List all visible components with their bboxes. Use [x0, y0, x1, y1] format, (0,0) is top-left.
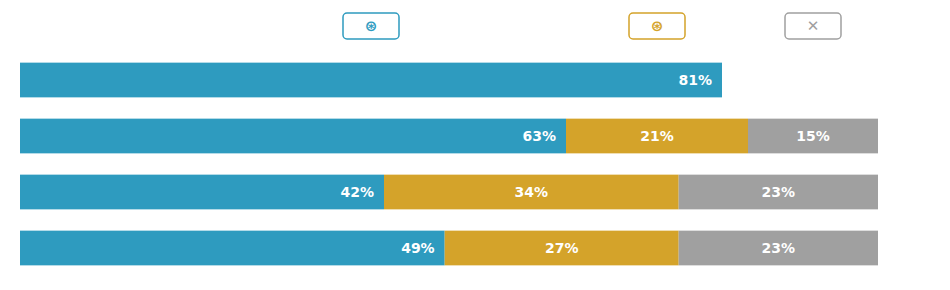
- icon-frame: [785, 13, 841, 39]
- bar-segment: [566, 119, 748, 154]
- bar-segment: [445, 231, 679, 266]
- icon-frame: [629, 13, 685, 39]
- bar-segment: [722, 63, 723, 98]
- data-label: 42%: [340, 184, 374, 200]
- bar-segment: [679, 231, 878, 266]
- bar-segment: [384, 175, 679, 210]
- data-label: 49%: [401, 240, 435, 256]
- icon: ✕: [807, 17, 820, 35]
- data-label: 23%: [762, 240, 796, 256]
- data-label: 15%: [796, 128, 830, 144]
- data-label: 23%: [762, 184, 796, 200]
- icon-frame: [343, 13, 399, 39]
- data-label: 63%: [522, 128, 556, 144]
- bars: [20, 63, 878, 266]
- bar-segment: [748, 119, 878, 154]
- icon: ⊛: [365, 17, 378, 35]
- icons: ⊛ ⊛ ✕: [343, 13, 841, 39]
- chart-container: 81% 63% 21% 15% 42% 34% 23% 49% 27% 23% ⊛ ⊛ ✕: [0, 0, 950, 290]
- data-labels: 81% 63% 21% 15% 42% 34% 23% 49% 27% 23%: [340, 72, 829, 256]
- bar-segment: [20, 119, 566, 154]
- data-label: 21%: [640, 128, 674, 144]
- bar-segment: [20, 231, 445, 266]
- bar-segment: [20, 175, 384, 210]
- bar-segment: [679, 175, 878, 210]
- data-label: 34%: [515, 184, 549, 200]
- data-label: 27%: [545, 240, 579, 256]
- bar-segment: [722, 63, 723, 98]
- icon: ⊛: [651, 17, 664, 35]
- chart-svg: 81% 63% 21% 15% 42% 34% 23% 49% 27% 23% ⊛ ⊛ ✕: [0, 0, 950, 290]
- bar-segment: [20, 63, 722, 98]
- data-label: 81%: [678, 72, 712, 88]
